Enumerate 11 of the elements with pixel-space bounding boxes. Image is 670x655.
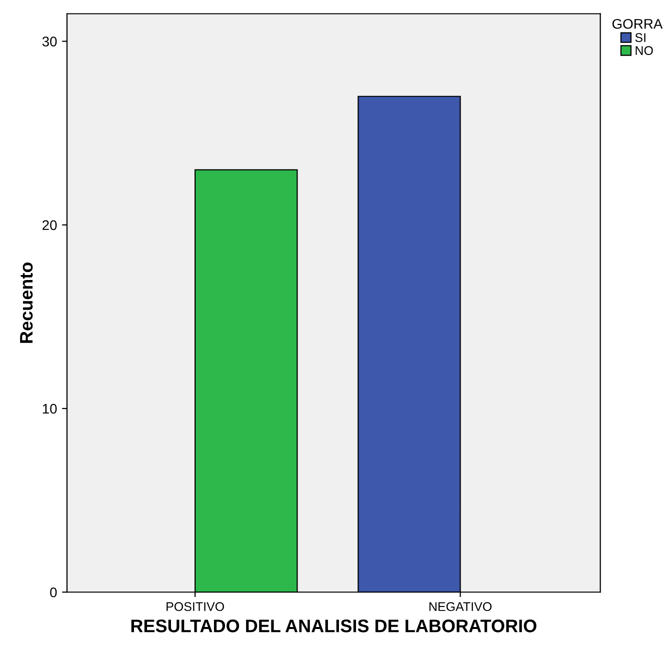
y-tick-label: 20 <box>42 220 57 230</box>
y-tick-label: 0 <box>50 587 57 598</box>
x-tick-label: NEGATIVO <box>429 602 492 612</box>
y-tick-label: 10 <box>42 404 57 414</box>
legend-title: GORRA <box>612 18 663 29</box>
x-tick-label: POSITIVO <box>166 602 224 612</box>
y-axis-title: Recuento <box>20 262 33 343</box>
legend-label: NO <box>636 46 653 55</box>
y-tick-label: 30 <box>42 36 57 46</box>
x-axis-title: RESULTADO DEL ANALISIS DE LABORATORIO <box>131 620 536 632</box>
legend-label: SI <box>635 33 646 42</box>
